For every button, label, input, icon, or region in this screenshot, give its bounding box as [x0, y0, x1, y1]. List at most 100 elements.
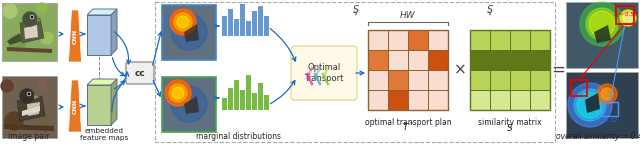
Polygon shape	[68, 10, 81, 62]
FancyBboxPatch shape	[126, 62, 154, 84]
Bar	[490, 70, 510, 90]
Bar	[566, 2, 638, 68]
Text: s = 0.59: s = 0.59	[614, 12, 637, 17]
Circle shape	[20, 89, 34, 103]
Circle shape	[3, 4, 17, 18]
Circle shape	[171, 14, 207, 50]
Polygon shape	[87, 85, 111, 125]
Polygon shape	[4, 124, 54, 131]
Polygon shape	[87, 79, 117, 85]
Bar	[388, 90, 408, 110]
Bar	[246, 75, 250, 110]
Bar	[510, 30, 530, 50]
Bar	[510, 50, 530, 70]
Circle shape	[31, 16, 33, 18]
FancyBboxPatch shape	[291, 46, 357, 100]
Bar	[228, 8, 232, 36]
Circle shape	[28, 92, 31, 95]
Polygon shape	[184, 96, 199, 114]
Bar	[368, 70, 388, 90]
Circle shape	[171, 86, 207, 122]
Circle shape	[164, 84, 186, 106]
Circle shape	[177, 16, 189, 28]
Circle shape	[9, 35, 25, 51]
Circle shape	[623, 13, 633, 23]
Bar	[470, 30, 490, 50]
Circle shape	[597, 84, 617, 104]
Bar	[252, 11, 257, 36]
Circle shape	[601, 88, 613, 100]
Bar	[388, 30, 408, 50]
Circle shape	[586, 8, 618, 40]
Text: ×: ×	[454, 62, 467, 77]
Polygon shape	[7, 47, 52, 53]
Text: marginal distributions: marginal distributions	[196, 132, 282, 141]
Circle shape	[41, 32, 53, 44]
Bar	[2, 3, 57, 61]
Polygon shape	[7, 33, 22, 45]
Text: =: =	[551, 61, 565, 79]
Circle shape	[37, 79, 47, 89]
Bar	[530, 90, 550, 110]
Text: optimal transport plan: optimal transport plan	[365, 118, 451, 127]
Circle shape	[568, 83, 612, 127]
Circle shape	[165, 80, 191, 106]
Bar	[490, 90, 510, 110]
Circle shape	[28, 93, 30, 95]
Bar	[234, 18, 239, 36]
Text: CNN: CNN	[72, 28, 77, 44]
Circle shape	[170, 9, 196, 35]
Circle shape	[574, 89, 606, 121]
Polygon shape	[594, 25, 611, 43]
Text: overall similarity = 0.45: overall similarity = 0.45	[556, 132, 640, 141]
Bar	[428, 70, 448, 90]
Bar	[470, 90, 490, 110]
Bar	[530, 30, 550, 50]
Bar	[368, 50, 388, 70]
Bar	[162, 77, 216, 132]
Circle shape	[577, 92, 603, 118]
Bar	[408, 90, 428, 110]
Bar	[258, 83, 262, 110]
Bar	[234, 80, 239, 110]
Bar	[368, 30, 388, 50]
Bar	[368, 90, 388, 110]
Text: $S$: $S$	[506, 122, 514, 133]
Text: similarity matrix: similarity matrix	[478, 118, 542, 127]
Text: embedded
feature maps: embedded feature maps	[80, 128, 128, 141]
Bar	[470, 50, 490, 70]
Circle shape	[169, 84, 187, 102]
Bar	[162, 5, 216, 60]
Text: HW: HW	[400, 12, 416, 20]
Polygon shape	[585, 93, 600, 113]
Text: image pair: image pair	[8, 132, 50, 141]
Bar	[264, 95, 269, 110]
Bar	[368, 30, 448, 110]
Bar	[408, 70, 428, 90]
Circle shape	[620, 10, 636, 26]
Polygon shape	[22, 106, 40, 116]
Text: CNN: CNN	[72, 98, 77, 114]
Bar	[222, 16, 227, 36]
Bar	[616, 6, 634, 24]
Text: cc: cc	[134, 69, 145, 77]
Bar	[264, 16, 269, 36]
Circle shape	[172, 87, 184, 99]
Polygon shape	[20, 18, 44, 43]
Text: $T^*$: $T^*$	[402, 121, 414, 133]
Bar	[510, 90, 530, 110]
Bar	[571, 80, 587, 96]
Polygon shape	[24, 25, 38, 39]
Bar	[530, 70, 550, 90]
Text: Optimal
Transport: Optimal Transport	[304, 63, 344, 83]
Bar	[428, 30, 448, 50]
Polygon shape	[17, 96, 45, 121]
Circle shape	[589, 11, 615, 37]
Polygon shape	[184, 24, 199, 42]
Polygon shape	[111, 9, 117, 55]
Bar	[490, 30, 510, 50]
Bar	[240, 3, 244, 36]
Circle shape	[1, 80, 13, 92]
Bar	[470, 30, 550, 110]
Circle shape	[31, 16, 33, 18]
